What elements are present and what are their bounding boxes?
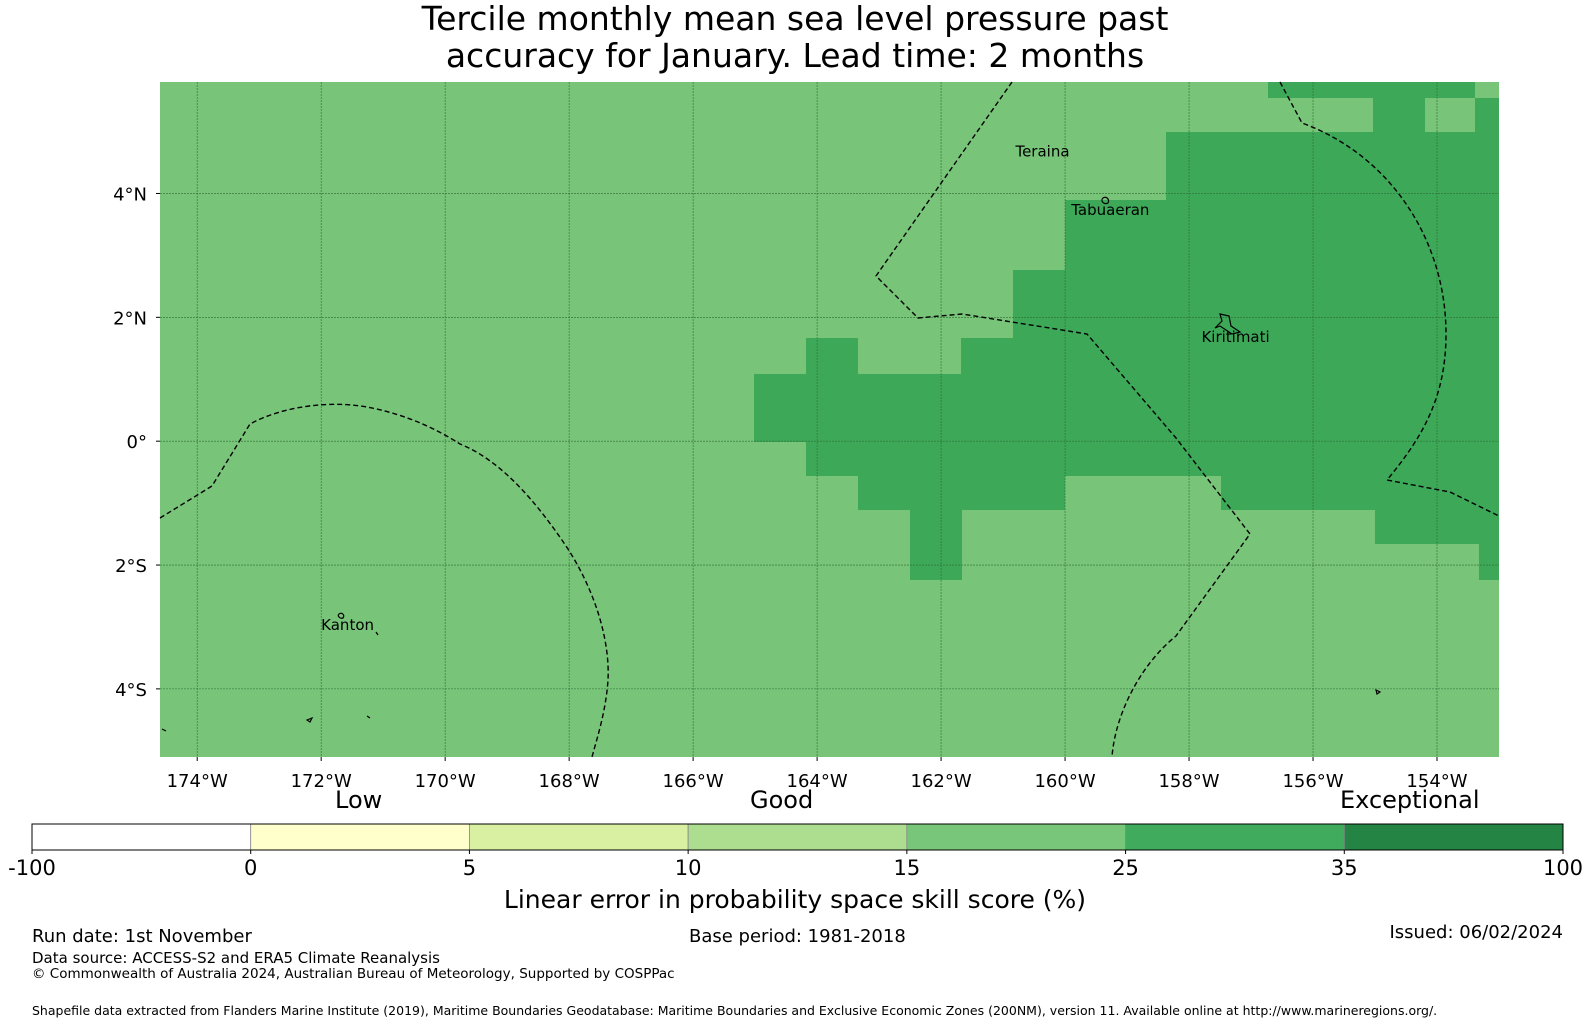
y-tick-label: 2°N — [113, 308, 147, 329]
colorbar-label-exceptional: Exceptional — [1340, 786, 1480, 814]
high-skill-cell — [1065, 442, 1169, 476]
island-tabuaeran — [1101, 196, 1110, 205]
high-skill-cell — [1013, 270, 1499, 338]
eez-boundaries — [159, 81, 1500, 758]
place-label-tabuaeran: Tabuaeran — [1070, 201, 1149, 219]
high-skill-cell — [1169, 442, 1221, 476]
high-skill-cell — [961, 338, 1499, 374]
map-plot-area: Teraina Tabuaeran Kiritimati Kanton — [159, 81, 1500, 758]
colorbar-segment — [906, 823, 1126, 851]
high-skill-cell — [1319, 82, 1475, 98]
island-small-2 — [366, 715, 371, 719]
high-skill-cell — [806, 442, 1065, 476]
colorbar-tick-label: 5 — [462, 856, 477, 880]
eez-boundary-phoenix — [159, 403, 609, 758]
high-skill-cell — [1221, 476, 1499, 510]
colorbar-title: Linear error in probability space skill … — [503, 885, 1087, 914]
x-tick-label: 162°W — [911, 771, 972, 792]
base-period: Base period: 1981-2018 — [689, 926, 906, 947]
y-tick-label: 0° — [127, 432, 147, 453]
chart-title: Tercile monthly mean sea level pressure … — [0, 0, 1590, 74]
colorbar-segment — [469, 823, 689, 851]
high-skill-cell — [1221, 442, 1499, 476]
shapefile-credit: Shapefile data extracted from Flanders M… — [32, 1003, 1438, 1018]
y-tick-label: 2°S — [115, 556, 147, 577]
island-small-4 — [161, 728, 167, 732]
colorbar-segment — [1343, 823, 1564, 851]
copyright: © Commonwealth of Australia 2024, Austra… — [32, 966, 675, 982]
x-tick-label: 166°W — [663, 771, 724, 792]
place-label-teraina: Teraina — [1014, 142, 1069, 160]
x-tick-label: 164°W — [787, 771, 848, 792]
map-gridlines — [160, 82, 1499, 757]
title-line-2: accuracy for January. Lead time: 2 month… — [445, 36, 1145, 75]
eez-boundary-line-north — [875, 81, 1251, 758]
y-tick-label: 4°S — [115, 680, 147, 701]
run-date: Run date: 1st November — [32, 926, 252, 947]
high-skill-cell — [910, 510, 962, 580]
high-skill-cell — [1475, 98, 1499, 132]
x-tick-label: 154°W — [1406, 771, 1467, 792]
high-skill-cell — [1065, 200, 1499, 270]
colorbar — [31, 823, 1564, 854]
high-skill-region — [754, 82, 1499, 580]
colorbar-label-low: Low — [335, 786, 383, 814]
high-skill-cell — [1373, 98, 1425, 132]
high-skill-cell — [1479, 544, 1499, 580]
eez-boundary-line-east — [1279, 81, 1500, 517]
x-tick-label: 168°W — [539, 771, 600, 792]
y-tick-label: 4°N — [113, 184, 147, 205]
islands — [161, 196, 1382, 732]
high-skill-cell — [858, 476, 1065, 510]
colorbar-tick-label: 15 — [893, 856, 921, 880]
island-small-3 — [1375, 688, 1382, 695]
colorbar-segment — [687, 823, 908, 851]
x-tick-label: 174°W — [167, 771, 228, 792]
colorbar-label-good: Good — [750, 786, 814, 814]
x-tick-label: 158°W — [1158, 771, 1219, 792]
colorbar-tick-label: -100 — [8, 856, 56, 880]
colorbar-frame — [31, 823, 1564, 851]
colorbar-tick-label: 100 — [1542, 856, 1584, 880]
x-tick-label: 170°W — [415, 771, 476, 792]
colorbar-segment — [1125, 823, 1345, 851]
x-tick-label: 172°W — [291, 771, 352, 792]
island-small-5 — [375, 631, 379, 636]
high-skill-cell — [1166, 132, 1499, 200]
title-line-1: Tercile monthly mean sea level pressure … — [421, 0, 1169, 38]
colorbar-segment — [250, 823, 470, 851]
x-tick-label: 156°W — [1282, 771, 1343, 792]
colorbar-segment — [31, 823, 252, 851]
island-small-1 — [305, 716, 314, 723]
colorbar-tick-label: 25 — [1112, 856, 1139, 880]
high-skill-cell — [754, 374, 1499, 442]
place-label-kiritimati: Kiritimati — [1201, 328, 1269, 346]
island-kanton — [337, 612, 345, 619]
high-skill-cell — [806, 338, 858, 374]
y-axis: 4°N 2°N 0° 2°S 4°S — [113, 184, 160, 701]
colorbar-tick-label: 0 — [244, 856, 258, 880]
x-tick-label: 160°W — [1034, 771, 1095, 792]
x-axis: 174°W 172°W 170°W 168°W 166°W 164°W 162°W 160°W… — [167, 757, 1468, 792]
issued-date: Issued: 06/02/2024 — [1389, 922, 1563, 943]
colorbar-tick-label: 35 — [1330, 856, 1358, 880]
colorbar-tick-label: 10 — [674, 856, 702, 880]
place-labels: Teraina Tabuaeran Kiritimati Kanton — [321, 142, 1270, 634]
place-label-kanton: Kanton — [321, 616, 374, 634]
data-source: Data source: ACCESS-S2 and ERA5 Climate … — [32, 949, 440, 967]
island-kiritimati — [1214, 313, 1242, 335]
